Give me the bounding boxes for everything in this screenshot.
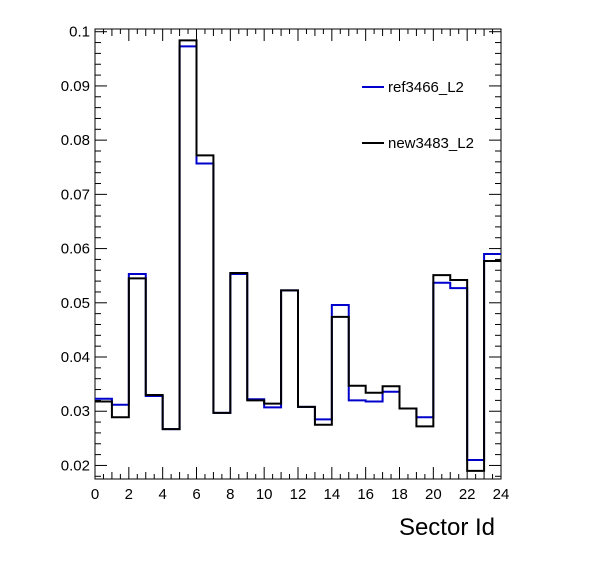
y-tick-label: 0.09 [61, 78, 90, 95]
y-tick-label: 0.04 [61, 349, 90, 366]
plot-area [94, 28, 502, 480]
x-tick-label: 18 [391, 486, 408, 503]
x-axis-title: Sector Id [399, 514, 495, 541]
x-tick-label: 4 [158, 486, 166, 503]
x-tick-label: 0 [91, 486, 99, 503]
x-tick-label: 22 [459, 486, 476, 503]
y-tick-label: 0.03 [61, 403, 90, 420]
legend-label-ref: ref3466_L2 [388, 79, 464, 96]
x-tick-label: 8 [226, 486, 234, 503]
x-tick-label: 16 [357, 486, 374, 503]
y-tick-label: 0.02 [61, 457, 90, 474]
x-tick-label: 2 [125, 486, 133, 503]
y-tick-label: 0.08 [61, 132, 90, 149]
y-tick-label: 0.1 [69, 24, 90, 41]
legend-label-new: new3483_L2 [388, 135, 474, 152]
series-layer [95, 39, 501, 472]
x-tick-label: 6 [192, 486, 200, 503]
y-tick-label: 0.06 [61, 241, 90, 258]
axes: 0 2 4 6 8 10 12 14 16 18 20 22 240.020.030.040.050.0… [61, 24, 510, 503]
legend: ref3466_L2 new3483_L2 [362, 79, 474, 152]
x-tick-label: 24 [493, 486, 510, 503]
x-tick-label: 14 [323, 486, 340, 503]
x-tick-label: 10 [256, 486, 273, 503]
y-tick-label: 0.07 [61, 186, 90, 203]
y-tick-label: 0.05 [61, 295, 90, 312]
series-new [95, 39, 501, 472]
series-line [95, 39, 501, 472]
plot-frame [94, 28, 502, 480]
x-tick-label: 12 [290, 486, 307, 503]
x-tick-label: 20 [425, 486, 442, 503]
